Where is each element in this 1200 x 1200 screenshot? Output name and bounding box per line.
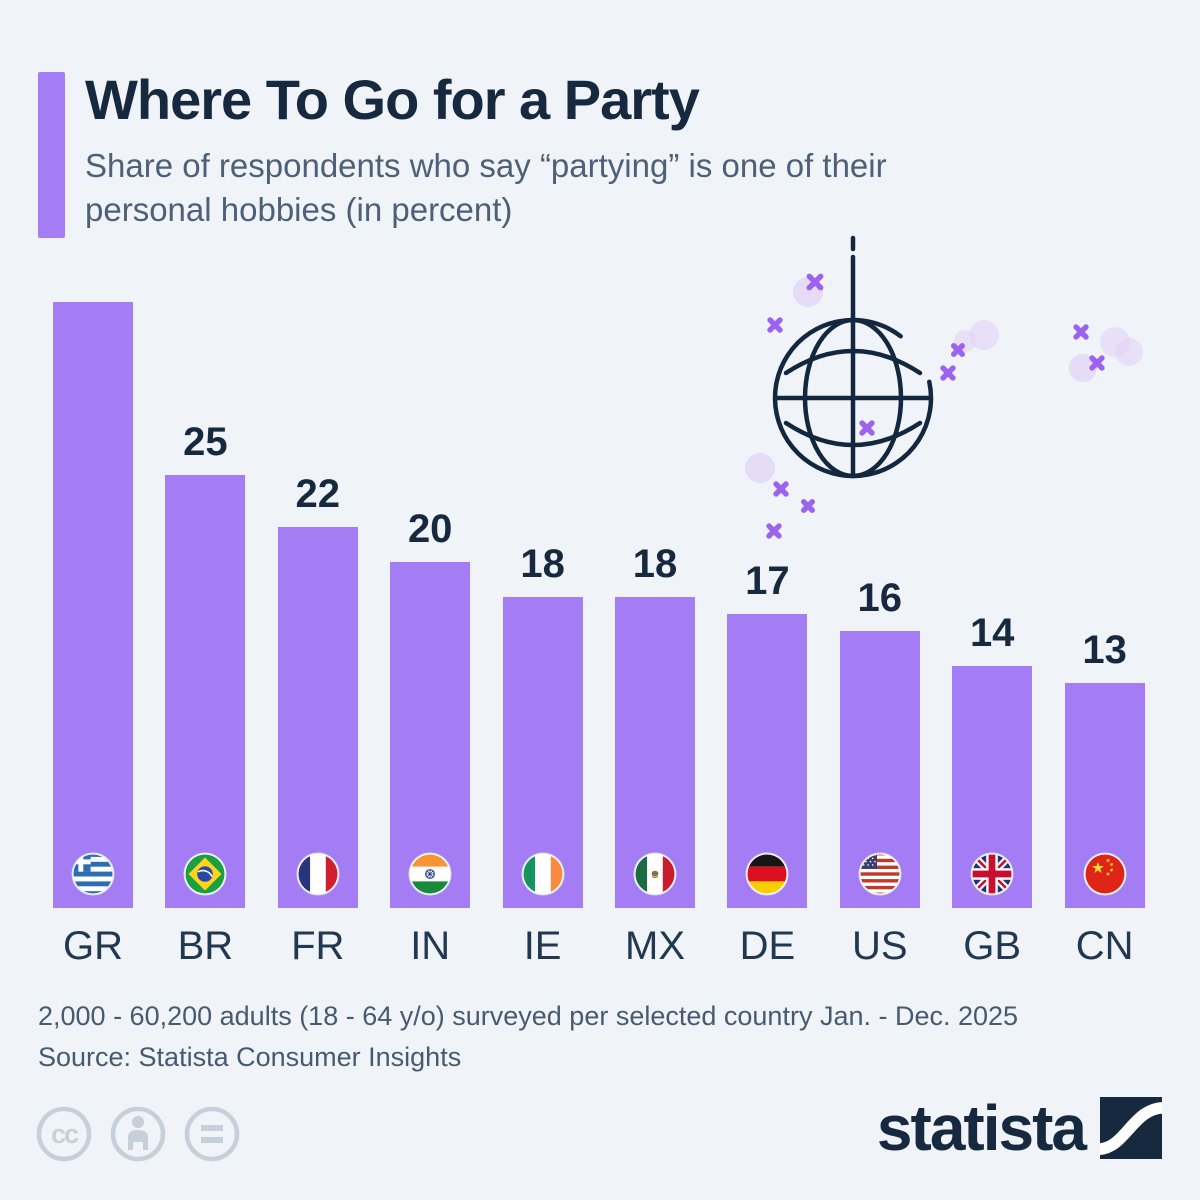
- page-title: Where To Go for a Party: [85, 68, 700, 131]
- statista-logo: statista: [877, 1096, 1162, 1160]
- bar-value-label: 14: [969, 611, 1015, 655]
- bar-value-label: 17: [745, 559, 790, 603]
- bar-GR: [53, 302, 133, 908]
- footnote-block: 2,000 - 60,200 adults (18 - 64 y/o) surv…: [38, 996, 1018, 1078]
- survey-note: 2,000 - 60,200 adults (18 - 64 y/o) surv…: [38, 1001, 1019, 1031]
- china-flag-icon: [1082, 851, 1128, 897]
- attribution-person-icon: [110, 1106, 166, 1162]
- bar-value-label: 16: [857, 576, 903, 620]
- no-derivatives-equals-icon: [184, 1106, 240, 1162]
- title-accent-bar: [38, 72, 65, 238]
- bar-value-label: 25: [183, 420, 228, 464]
- greece-flag-icon: [70, 851, 116, 897]
- bar-value-label: 18: [520, 542, 565, 586]
- country-code-label: IN: [410, 924, 451, 968]
- header: Where To Go for a Party Share of respond…: [38, 72, 1000, 238]
- header-text: Where To Go for a Party Share of respond…: [85, 72, 1000, 238]
- bar-BR: [165, 475, 246, 908]
- country-code-label: DE: [739, 924, 796, 968]
- india-flag-icon: [407, 851, 453, 897]
- disco-ball-icon: [772, 235, 934, 479]
- germany-flag-icon: [744, 851, 790, 897]
- bar-value-label: 20: [407, 507, 453, 551]
- country-code-label: IE: [523, 924, 562, 968]
- country-code-label: MX: [625, 924, 685, 968]
- france-flag-icon: [295, 851, 341, 897]
- page-subtitle: Share of respondents who say “partying” …: [85, 147, 887, 228]
- usa-flag-icon: [857, 851, 903, 897]
- ireland-flag-icon: [520, 851, 566, 897]
- sparkle-x-icons: [766, 273, 1105, 539]
- svg-text:cc: cc: [51, 1119, 79, 1149]
- country-code-label: BR: [177, 924, 234, 968]
- brazil-flag-icon: [182, 851, 228, 897]
- source-note: Source: Statista Consumer Insights: [38, 1042, 462, 1072]
- uk-flag-icon: [969, 851, 1015, 897]
- country-code-label: GB: [963, 924, 1022, 968]
- bar-IN: [390, 562, 471, 908]
- bar-value-label: 22: [295, 472, 341, 516]
- cc-icon: [36, 1106, 92, 1162]
- country-code-label: CN: [1075, 924, 1134, 968]
- disco-ball-illustration: [745, 235, 1143, 539]
- statista-logo-mark: [1100, 1097, 1162, 1159]
- bar-value-label: 18: [632, 542, 678, 586]
- cc-license-icons: cc: [34, 1102, 246, 1171]
- country-code-label: GR: [63, 924, 123, 968]
- country-code-label: US: [852, 924, 908, 968]
- bar-value-label: 13: [1082, 628, 1127, 672]
- statista-wordmark: statista: [876, 1092, 1087, 1164]
- mexico-flag-icon: [632, 851, 678, 897]
- bar-FR: [277, 527, 358, 908]
- country-code-label: FR: [291, 924, 345, 968]
